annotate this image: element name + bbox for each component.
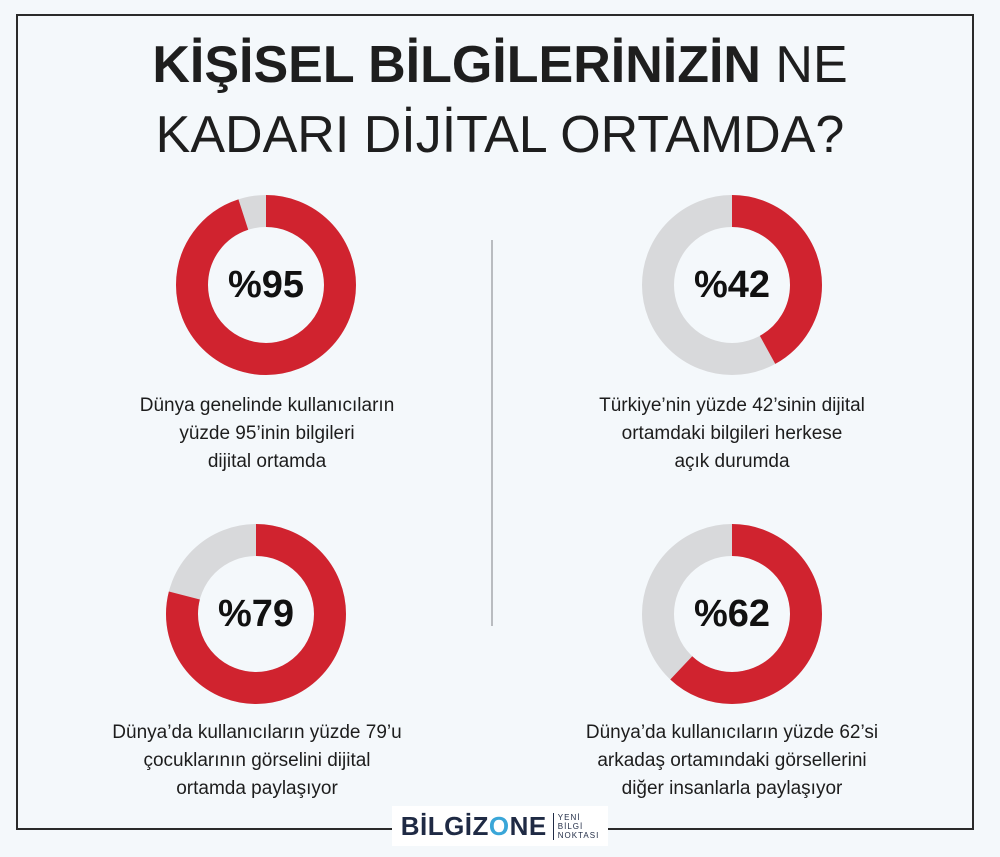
donut-chart-79: %79 [166, 524, 346, 704]
logo-tagline-line: YENİ [557, 812, 581, 822]
donut-value-segment [176, 195, 356, 375]
logo-text-end: NE [509, 810, 547, 841]
donut-label: %62 [693, 592, 771, 635]
donut-svg [166, 524, 346, 704]
logo-tagline-line: BİLGİ [557, 821, 584, 831]
donut-label: %79 [217, 592, 295, 635]
donut-value-segment [166, 524, 346, 704]
donut-svg [642, 524, 822, 704]
center-divider [491, 240, 493, 626]
caption-79: Dünya’da kullanıcıların yüzde 79’u çocuk… [77, 719, 437, 803]
donut-label: %42 [693, 263, 771, 306]
caption-line: Dünya genelinde kullanıcıların [139, 395, 395, 416]
donut-svg [642, 195, 822, 375]
caption-line: çocuklarının görselini dijital [143, 750, 371, 771]
caption-line: açık durumda [674, 451, 790, 472]
donut-chart-62: %62 [642, 524, 822, 704]
donut-label: %95 [227, 263, 305, 306]
title-line-1: KİŞİSEL BİLGİLERİNİZİN NE [0, 34, 1000, 96]
donut-svg [176, 195, 356, 375]
caption-line: ortamdaki bilgileri herkese [621, 423, 843, 444]
donut-value-segment [642, 195, 822, 375]
logo-wordmark: BİLGİZONE [401, 811, 547, 842]
caption-line: dijital ortamda [207, 451, 327, 472]
caption-95: Dünya genelinde kullanıcıların yüzde 95’… [87, 392, 447, 476]
caption-line: Türkiye’nin yüzde 42’sinin dijital [599, 395, 865, 416]
logo-tagline-line: NOKTASI [557, 830, 600, 840]
logo-tagline: YENİ BİLGİ NOKTASI [552, 812, 600, 840]
caption-line: arkadaş ortamındaki görsellerini [597, 750, 867, 771]
caption-42: Türkiye’nin yüzde 42’sinin dijital ortam… [552, 392, 912, 476]
bilgizone-logo: BİLGİZONE YENİ BİLGİ NOKTASI [392, 806, 608, 846]
caption-line: Dünya’da kullanıcıların yüzde 79’u [112, 722, 402, 743]
title-line-2: KADARI DİJİTAL ORTAMDA? [155, 106, 845, 164]
logo-text-start: BİLGİZ [400, 810, 489, 841]
caption-line: Dünya’da kullanıcıların yüzde 62’si [585, 722, 879, 743]
caption-line: diğer insanlarla paylaşıyor [621, 778, 843, 799]
infographic-frame [16, 14, 974, 830]
title-regular: NE [775, 36, 848, 94]
caption-62: Dünya’da kullanıcıların yüzde 62’si arka… [552, 719, 912, 803]
title-bold: KİŞİSEL BİLGİLERİNİZİN [152, 36, 761, 94]
caption-line: ortamda paylaşıyor [176, 778, 338, 799]
caption-line: yüzde 95’inin bilgileri [179, 423, 355, 444]
donut-chart-95: %95 [176, 195, 356, 375]
logo-text-o: O [488, 810, 510, 841]
donut-chart-42: %42 [642, 195, 822, 375]
donut-value-segment [642, 524, 822, 704]
